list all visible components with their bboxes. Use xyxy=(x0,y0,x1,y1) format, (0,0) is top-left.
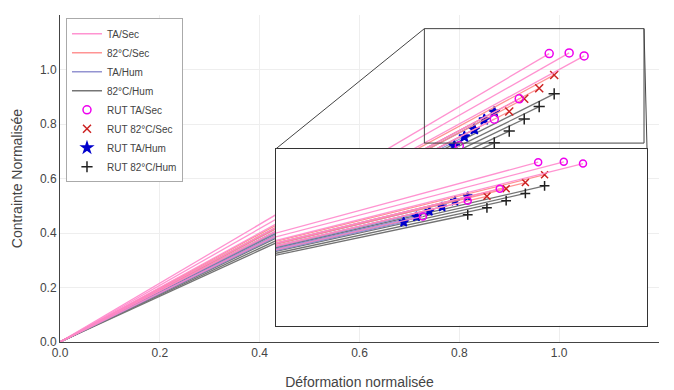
svg-text:RUT 82°C/Sec: RUT 82°C/Sec xyxy=(107,124,173,135)
svg-text:RUT TA/Sec: RUT TA/Sec xyxy=(107,105,162,116)
svg-text:Contrainte Normalisée: Contrainte Normalisée xyxy=(9,109,25,248)
svg-text:0.4: 0.4 xyxy=(40,226,57,240)
svg-text:TA/Hum: TA/Hum xyxy=(107,67,143,78)
svg-text:TA/Sec: TA/Sec xyxy=(107,29,139,40)
svg-text:0.6: 0.6 xyxy=(40,172,57,186)
svg-text:Déformation normalisée: Déformation normalisée xyxy=(285,374,434,390)
svg-text:0.8: 0.8 xyxy=(451,346,468,360)
svg-text:0.2: 0.2 xyxy=(40,281,57,295)
svg-text:RUT TA/Hum: RUT TA/Hum xyxy=(107,143,166,154)
svg-text:82°C/Sec: 82°C/Sec xyxy=(107,48,149,59)
svg-text:1.0: 1.0 xyxy=(551,346,568,360)
svg-text:0.2: 0.2 xyxy=(151,346,168,360)
svg-text:1.0: 1.0 xyxy=(40,63,57,77)
svg-text:0.0: 0.0 xyxy=(52,346,69,360)
svg-text:RUT 82°C/Hum: RUT 82°C/Hum xyxy=(107,162,176,173)
svg-text:82°C/Hum: 82°C/Hum xyxy=(107,86,153,97)
svg-text:0.0: 0.0 xyxy=(40,335,57,349)
svg-text:0.4: 0.4 xyxy=(251,346,268,360)
svg-text:0.6: 0.6 xyxy=(351,346,368,360)
svg-text:0.8: 0.8 xyxy=(40,117,57,131)
